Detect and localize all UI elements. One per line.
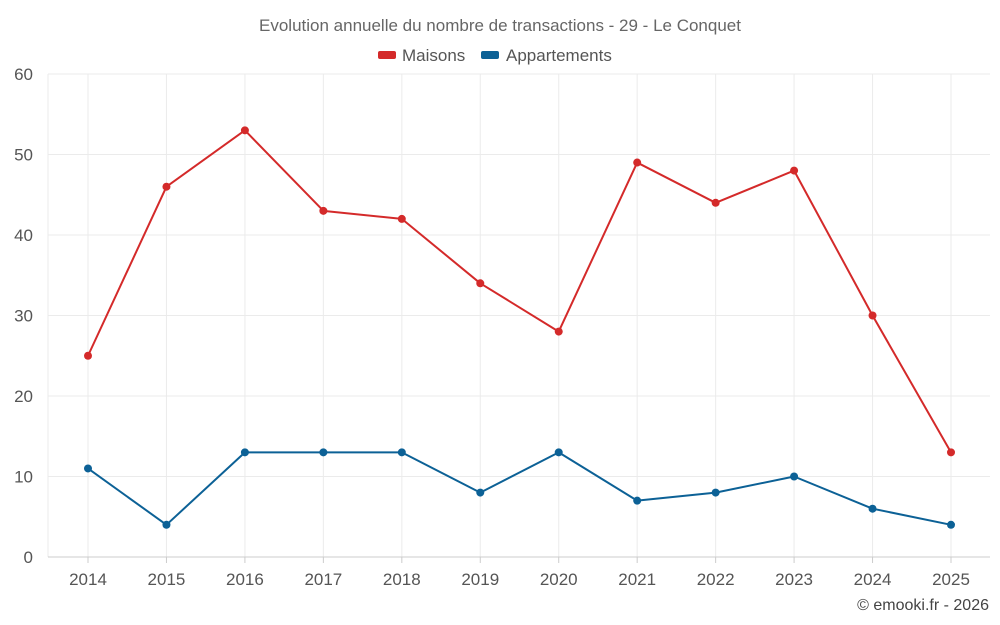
data-point-appartements[interactable] <box>554 448 563 457</box>
data-point-maisons[interactable] <box>162 182 171 191</box>
data-point-maisons[interactable] <box>633 158 642 167</box>
legend-item-appartements[interactable]: Appartements <box>481 46 612 65</box>
data-point-appartements[interactable] <box>397 448 406 457</box>
credit-text: © emooki.fr - 2026 <box>857 597 989 614</box>
data-point-maisons[interactable] <box>790 166 799 175</box>
data-point-appartements[interactable] <box>319 448 328 457</box>
x-tick-label: 2018 <box>383 570 421 589</box>
x-tick-label: 2023 <box>775 570 813 589</box>
x-tick-label: 2014 <box>69 570 107 589</box>
data-point-appartements[interactable] <box>162 520 171 529</box>
data-point-maisons[interactable] <box>240 126 249 135</box>
series-line-maisons[interactable] <box>87 129 952 453</box>
y-tick-label: 0 <box>24 548 33 567</box>
y-tick-label: 30 <box>14 307 33 326</box>
chart-title: Evolution annuelle du nombre de transact… <box>259 16 741 35</box>
data-point-appartements[interactable] <box>84 464 92 473</box>
data-point-appartements[interactable] <box>633 496 642 505</box>
x-tick-label: 2015 <box>148 570 186 589</box>
x-tick-label: 2022 <box>697 570 735 589</box>
y-tick-label: 20 <box>14 387 33 406</box>
x-tick-label: 2019 <box>461 570 499 589</box>
legend-label: Appartements <box>506 46 612 65</box>
legend-swatch <box>378 51 396 59</box>
data-point-appartements[interactable] <box>868 504 877 513</box>
y-tick-label: 60 <box>14 65 33 84</box>
x-tick-label: 2017 <box>304 570 342 589</box>
y-tick-label: 50 <box>14 146 33 165</box>
data-point-maisons[interactable] <box>947 448 955 457</box>
legend-swatch <box>481 51 499 59</box>
data-point-appartements[interactable] <box>947 520 955 529</box>
x-tick-label: 2021 <box>618 570 656 589</box>
legend[interactable]: Maisons Appartements <box>378 46 612 65</box>
y-tick-label: 10 <box>14 468 33 487</box>
data-point-maisons[interactable] <box>476 279 485 288</box>
series-line-appartements[interactable] <box>87 451 952 526</box>
grid <box>47 73 990 557</box>
data-point-maisons[interactable] <box>397 214 406 223</box>
data-point-maisons[interactable] <box>868 311 877 320</box>
x-tick-label: 2016 <box>226 570 264 589</box>
data-point-maisons[interactable] <box>554 327 563 336</box>
legend-item-maisons[interactable]: Maisons <box>378 46 465 65</box>
axes: 0 10 20 30 40 50 60 2014 2015 2016 2017 2018 2019 202… <box>14 65 990 589</box>
data-point-maisons[interactable] <box>711 198 720 207</box>
data-point-appartements[interactable] <box>711 488 720 497</box>
series-layer <box>84 126 955 529</box>
data-point-appartements[interactable] <box>476 488 485 497</box>
data-point-maisons[interactable] <box>84 351 92 360</box>
x-tick-label: 2024 <box>854 570 892 589</box>
x-tick-label: 2025 <box>932 570 970 589</box>
data-point-appartements[interactable] <box>240 448 249 457</box>
x-tick-label: 2020 <box>540 570 578 589</box>
legend-label: Maisons <box>402 46 465 65</box>
data-point-maisons[interactable] <box>319 206 328 215</box>
data-point-appartements[interactable] <box>790 472 799 481</box>
y-tick-label: 40 <box>14 226 33 245</box>
